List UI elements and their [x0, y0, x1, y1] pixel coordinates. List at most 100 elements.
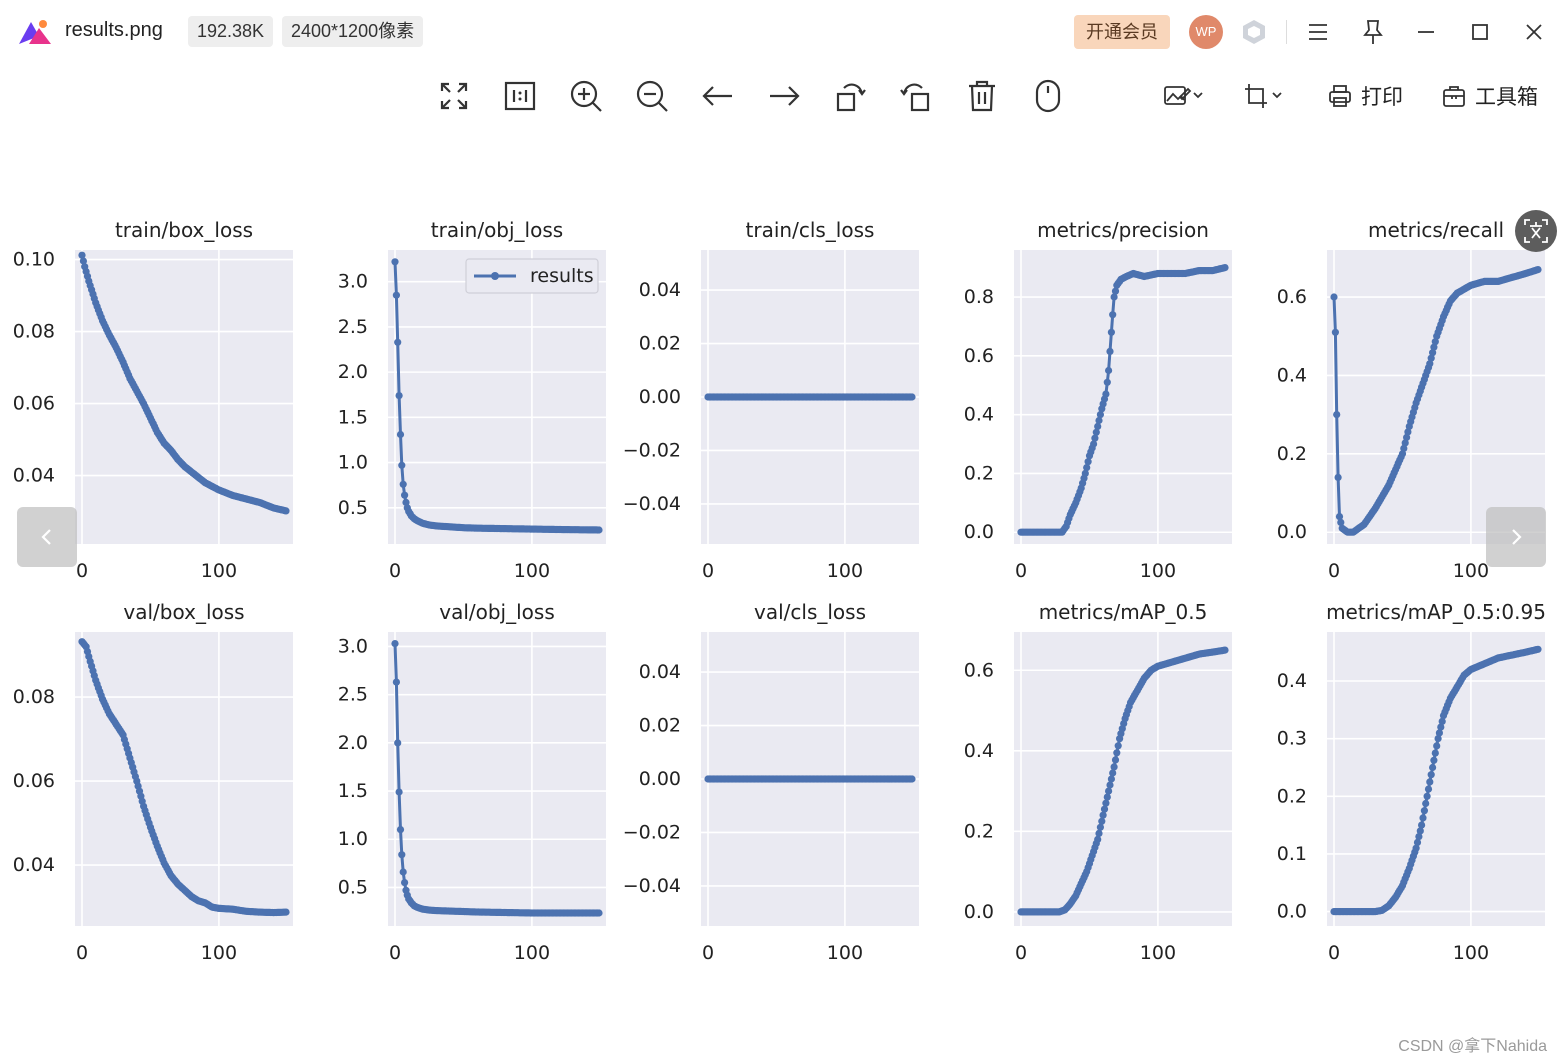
- fullscreen-icon[interactable]: [434, 76, 474, 116]
- chart-title: val/box_loss: [123, 600, 244, 624]
- data-point: [1434, 735, 1442, 743]
- delete-icon[interactable]: [962, 76, 1002, 116]
- data-point: [1423, 792, 1431, 800]
- data-point: [1420, 807, 1428, 815]
- user-avatar[interactable]: WP: [1189, 15, 1223, 49]
- data-point: [391, 640, 399, 648]
- y-tick-label: 0.2: [964, 462, 994, 484]
- chart-val-obj-loss: 0.5 1.0 1.5 2.0 2.5 3.0 0 100 val/obj_loss: [338, 600, 606, 964]
- minimize-icon[interactable]: [1409, 15, 1443, 49]
- data-point: [1221, 264, 1229, 272]
- chart-title: train/box_loss: [115, 218, 253, 242]
- data-point: [1084, 458, 1092, 466]
- data-point: [1105, 366, 1113, 375]
- data-point: [1110, 763, 1118, 771]
- plot-area: [1327, 632, 1545, 926]
- pin-icon[interactable]: [1356, 15, 1390, 49]
- data-point: [1107, 775, 1115, 783]
- plot-area: [1327, 250, 1545, 544]
- y-tick-label: 1.5: [338, 780, 368, 802]
- data-point: [282, 908, 290, 916]
- chevron-right-icon: [1512, 529, 1522, 545]
- ocr-text-button[interactable]: [1515, 210, 1557, 252]
- actual-size-icon[interactable]: [500, 76, 540, 116]
- chart-val-cls-loss: −0.04 −0.02 0.00 0.02 0.04 0 100 val/cls_loss: [623, 600, 919, 964]
- data-point: [392, 678, 400, 686]
- y-tick-label: 0.00: [639, 768, 681, 790]
- x-tick-label: 0: [702, 560, 714, 582]
- y-tick-label: 0.4: [1277, 364, 1307, 386]
- edit-image-dropdown[interactable]: [1162, 79, 1206, 113]
- data-point: [1083, 464, 1091, 472]
- plot-area: [75, 250, 293, 544]
- zoom-out-icon[interactable]: [632, 76, 672, 116]
- data-point: [392, 291, 400, 299]
- data-point: [1422, 799, 1430, 808]
- data-point: [402, 498, 410, 506]
- maximize-icon[interactable]: [1463, 15, 1497, 49]
- previous-image-button[interactable]: [17, 507, 77, 567]
- data-point: [1221, 646, 1229, 654]
- data-point: [908, 393, 916, 401]
- y-tick-label: 3.0: [338, 271, 368, 293]
- next-image-button[interactable]: [1486, 507, 1546, 567]
- data-point: [1094, 835, 1102, 844]
- x-tick-label: 100: [514, 560, 550, 582]
- chart-title: val/cls_loss: [754, 600, 866, 624]
- data-point: [1431, 338, 1439, 346]
- arrow-right-icon[interactable]: [764, 76, 804, 116]
- data-point: [1111, 756, 1120, 764]
- rotate-left-icon[interactable]: [830, 76, 870, 116]
- y-tick-label: 0.6: [1277, 286, 1307, 308]
- x-tick-label: 0: [702, 942, 714, 964]
- chart-train-cls-loss: −0.04 −0.02 0.00 0.02 0.04 0 100 train/cls_loss: [623, 218, 919, 582]
- data-point: [1096, 411, 1104, 419]
- arrow-left-icon[interactable]: [698, 76, 738, 116]
- x-tick-label: 0: [389, 560, 401, 582]
- data-point: [394, 338, 402, 346]
- toolbox-label: 工具箱: [1475, 86, 1538, 109]
- y-tick-label: 0.0: [1277, 901, 1307, 923]
- x-tick-label: 0: [76, 560, 88, 582]
- x-tick-label: 100: [201, 560, 237, 582]
- y-tick-label: 0.06: [13, 770, 55, 792]
- data-point: [595, 909, 603, 917]
- data-point: [1113, 749, 1121, 757]
- chart-title: metrics/mAP_0.5: [1039, 600, 1208, 624]
- chart-title: metrics/precision: [1037, 218, 1209, 242]
- y-tick-label: 0.04: [639, 661, 681, 683]
- chart-title: train/cls_loss: [746, 218, 875, 242]
- crop-dropdown[interactable]: [1241, 79, 1285, 113]
- y-tick-label: 2.5: [338, 684, 368, 706]
- y-tick-label: 1.5: [338, 406, 368, 428]
- data-point: [1427, 771, 1435, 779]
- data-point: [1331, 328, 1339, 336]
- data-point: [1092, 428, 1100, 436]
- data-point: [1106, 781, 1114, 789]
- watermark-text: CSDN @拿下Nahida: [1398, 1038, 1547, 1055]
- mouse-icon[interactable]: [1028, 76, 1068, 116]
- close-icon[interactable]: [1517, 15, 1551, 49]
- file-size-badge: 192.38K: [188, 16, 274, 47]
- y-tick-label: 0.00: [639, 386, 681, 408]
- titlebar-divider: [1286, 20, 1287, 44]
- x-tick-label: 100: [1453, 560, 1489, 582]
- chart-title: train/obj_loss: [431, 218, 563, 242]
- toolbox-icon: [1443, 86, 1465, 107]
- menu-icon[interactable]: [1301, 15, 1335, 49]
- y-tick-label: 0.04: [639, 279, 681, 301]
- x-tick-label: 100: [1453, 942, 1489, 964]
- data-point: [1412, 844, 1420, 852]
- data-point: [282, 507, 290, 515]
- vip-button[interactable]: 开通会员: [1074, 15, 1170, 49]
- y-tick-label: 0.1: [1277, 843, 1307, 865]
- data-point: [1431, 749, 1439, 757]
- hexagon-icon[interactable]: [1239, 17, 1269, 47]
- print-button[interactable]: 打印: [1327, 79, 1403, 113]
- data-point: [396, 430, 405, 439]
- y-tick-label: 0.02: [639, 333, 681, 355]
- toolbox-button[interactable]: 工具箱: [1441, 79, 1538, 113]
- y-tick-label: 0.2: [1277, 785, 1307, 807]
- rotate-right-icon[interactable]: [896, 76, 936, 116]
- zoom-in-icon[interactable]: [566, 76, 606, 116]
